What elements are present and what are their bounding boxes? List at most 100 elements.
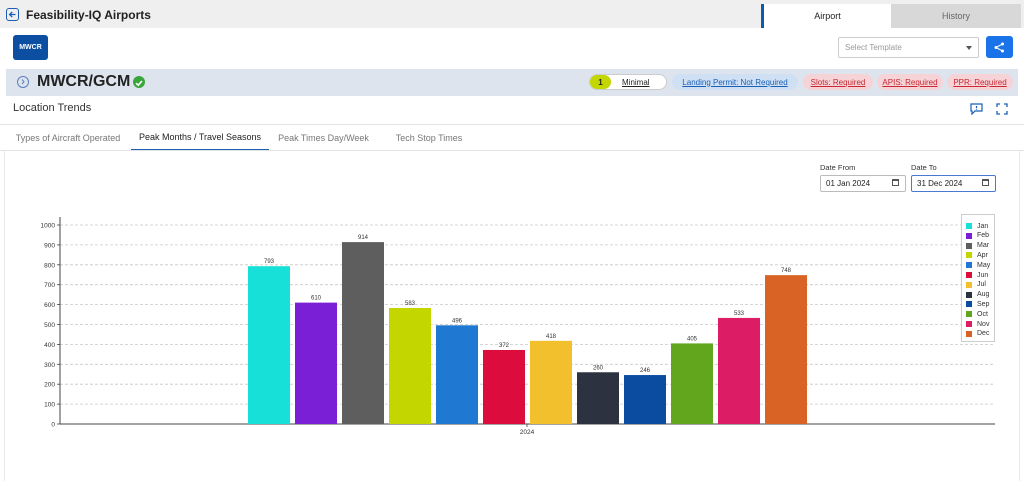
data-label-aug: 260 [593,365,604,371]
template-select[interactable]: Select Template [838,37,979,58]
level-number: 1 [590,75,611,89]
bar-jun [483,349,525,424]
template-select-placeholder: Select Template [845,43,902,52]
bar-may [436,325,478,424]
legend-item[interactable]: Apr [966,250,988,260]
legend-swatch [966,242,972,249]
legend-label: Jul [977,281,986,289]
date-to-value: 31 Dec 2024 [917,179,963,188]
tab-peak-months[interactable]: Peak Months / Travel Seasons [131,125,269,151]
landing-permit-pill[interactable]: Landing Permit: Not Required [672,74,798,90]
legend-swatch [966,321,972,327]
tab-history[interactable]: History [891,4,1021,28]
legend-label: May [977,261,991,269]
legend-item[interactable]: Jan [966,221,988,231]
tab-peak-times[interactable]: Peak Times Day/Week [278,132,369,143]
data-label-oct: 405 [687,336,698,342]
feedback-icon[interactable] [970,102,983,120]
fullscreen-icon[interactable] [996,102,1008,120]
verified-check-icon [133,76,145,88]
legend-label: Aug [977,291,990,299]
section-title: Location Trends [13,102,92,114]
legend-swatch [966,232,972,239]
legend-swatch [966,281,972,288]
legend-item[interactable]: Jul [966,280,986,290]
legend-swatch [966,301,972,308]
tab-tech-stop-times[interactable]: Tech Stop Times [395,132,463,143]
divider [0,124,1024,125]
panel-border [4,151,5,481]
legend-swatch [966,291,972,298]
bar-oct [671,343,713,424]
legend-label: Sep [977,300,990,308]
legend-item[interactable]: Aug [966,290,989,300]
bar-feb [295,302,337,424]
bar-apr [389,307,431,424]
subtabs: Types of Aircraft Operated Peak Months /… [0,125,1024,151]
data-label-may: 496 [452,318,463,324]
legend-label: Dec [977,330,990,338]
legend-swatch [966,311,972,318]
airport-badge[interactable]: MWCR [13,35,48,60]
y-tick-label: 900 [44,242,55,249]
date-from-value: 01 Jan 2024 [826,179,871,188]
legend-item[interactable]: Jun [966,270,988,280]
divider [0,150,1024,151]
y-tick-label: 500 [44,322,55,329]
legend-swatch [966,252,972,259]
calendar-icon[interactable] [982,179,989,186]
requirement-level-pill[interactable]: 1 Minimal [589,74,667,90]
airport-header-bar: MWCR/GCM 1 Minimal Landing Permit: Not R… [6,69,1018,96]
legend-label: Nov [977,320,990,328]
bar-dec [765,275,807,424]
back-arrow-icon[interactable] [6,8,19,21]
data-label-dec: 748 [781,268,792,274]
legend-item[interactable]: Feb [966,231,989,241]
panel-border [1019,151,1020,481]
data-label-jun: 372 [499,343,510,349]
y-tick-label: 700 [44,282,55,289]
level-label: Minimal [622,77,650,87]
legend-item[interactable]: May [966,260,990,270]
tab-airport[interactable]: Airport [761,4,891,28]
y-tick-label: 400 [44,342,55,349]
share-button[interactable] [986,36,1013,58]
bar-aug [577,372,619,424]
legend-swatch [966,272,972,278]
apis-pill[interactable]: APIS: Required [877,74,943,90]
data-label-sep: 246 [640,368,651,374]
app-title: Feasibility-IQ Airports [26,8,151,22]
data-label-feb: 610 [311,296,322,302]
y-tick-label: 100 [44,402,55,409]
legend-swatch [966,262,972,269]
legend-label: Apr [977,251,988,259]
legend-label: Oct [977,310,988,318]
y-tick-label: 800 [44,262,55,269]
y-tick-label: 1000 [41,223,56,230]
tab-types-of-aircraft[interactable]: Types of Aircraft Operated [15,132,121,143]
y-tick-label: 200 [44,382,55,389]
data-label-jan: 793 [264,259,275,265]
date-from-label: Date From [820,163,856,172]
bar-mar [342,242,384,424]
legend-label: Jan [977,222,989,230]
legend-item[interactable]: Oct [966,309,988,319]
date-to-input[interactable]: 31 Dec 2024 [911,175,996,192]
slots-pill[interactable]: Slots: Required [803,74,873,90]
bar-jan [248,266,290,424]
legend-item[interactable]: Mar [966,241,989,251]
share-icon [994,42,1004,52]
legend-label: Jun [977,271,989,279]
chevron-right-circle-icon[interactable] [17,76,29,88]
data-label-nov: 533 [734,311,745,317]
ppr-pill[interactable]: PPR: Required [947,74,1013,90]
calendar-icon[interactable] [892,179,899,186]
y-tick-label: 300 [44,362,55,369]
y-tick-label: 0 [51,422,55,429]
legend-swatch [966,330,972,337]
legend-item[interactable]: Dec [966,329,989,339]
legend-item[interactable]: Sep [966,299,989,309]
date-from-input[interactable]: 01 Jan 2024 [820,175,906,192]
legend-item[interactable]: Nov [966,319,989,329]
peak-months-chart: 0 100 200 300 400 500 600 700 800 900 1000 793 610 91… [41,217,995,436]
